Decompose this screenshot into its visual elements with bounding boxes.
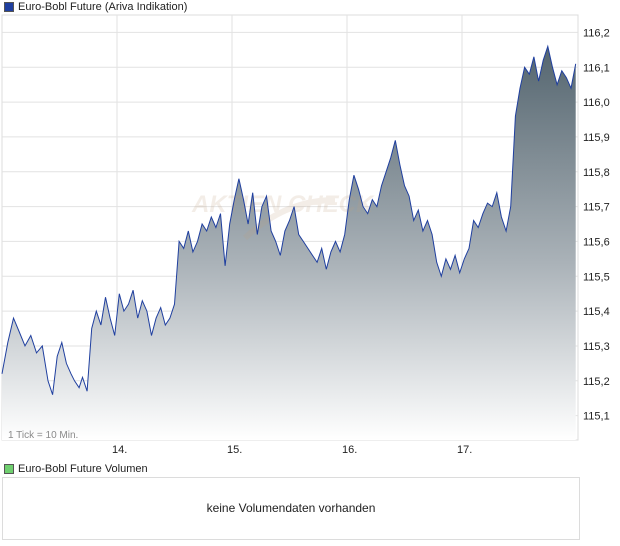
y-tick-label: 115,7 — [583, 202, 610, 214]
price-legend-label: Euro-Bobl Future (Ariva Indikation) — [18, 1, 188, 13]
x-axis-ticks: 14. 15. 16. 17. — [112, 444, 472, 456]
price-area — [2, 46, 576, 441]
y-tick-label: 115,5 — [583, 271, 610, 283]
watermark-swoosh — [242, 197, 336, 241]
y-tick-label: 115,3 — [583, 341, 610, 353]
y-tick-label: 116,2 — [583, 27, 610, 39]
y-tick-label: 116,1 — [583, 62, 610, 74]
volume-legend-swatch — [4, 464, 14, 474]
y-tick-label: 115,6 — [583, 236, 610, 248]
line-layer — [1, 44, 577, 395]
x-tick-label: 17. — [457, 444, 472, 456]
volume-panel: keine Volumendaten vorhanden — [2, 477, 580, 540]
price-legend-swatch — [4, 2, 14, 12]
y-tick-label: 115,4 — [583, 306, 610, 318]
tick-note: 1 Tick = 10 Min. — [8, 430, 78, 441]
price-line — [1, 44, 577, 395]
x-tick-label: 16. — [342, 444, 357, 456]
x-tick-label: 14. — [112, 444, 127, 456]
volume-legend: Euro-Bobl Future Volumen — [4, 462, 148, 476]
area-layer — [2, 46, 576, 441]
price-legend: Euro-Bobl Future (Ariva Indikation) — [4, 0, 187, 14]
y-axis-ticks: 116,2 116,1 116,0 115,9 115,8 115,7 115,6 115,5… — [583, 27, 610, 422]
watermark-logo: AKTIEN CHECK — [191, 191, 375, 241]
y-tick-label: 115,1 — [583, 411, 610, 423]
y-tick-label: 115,9 — [583, 132, 610, 144]
watermark-text: AKTIEN CHECK — [191, 191, 375, 218]
y-tick-label: 115,8 — [583, 167, 610, 179]
volume-empty-message: keine Volumendaten vorhanden — [206, 501, 376, 515]
volume-legend-label: Euro-Bobl Future Volumen — [18, 463, 148, 475]
y-tick-label: 116,0 — [583, 97, 610, 109]
x-tick-label: 15. — [227, 444, 242, 456]
price-chart: AKTIEN CHECK 116,2116,1116,0115,9115,811… — [1, 14, 610, 456]
y-tick-label: 115,2 — [583, 376, 610, 388]
